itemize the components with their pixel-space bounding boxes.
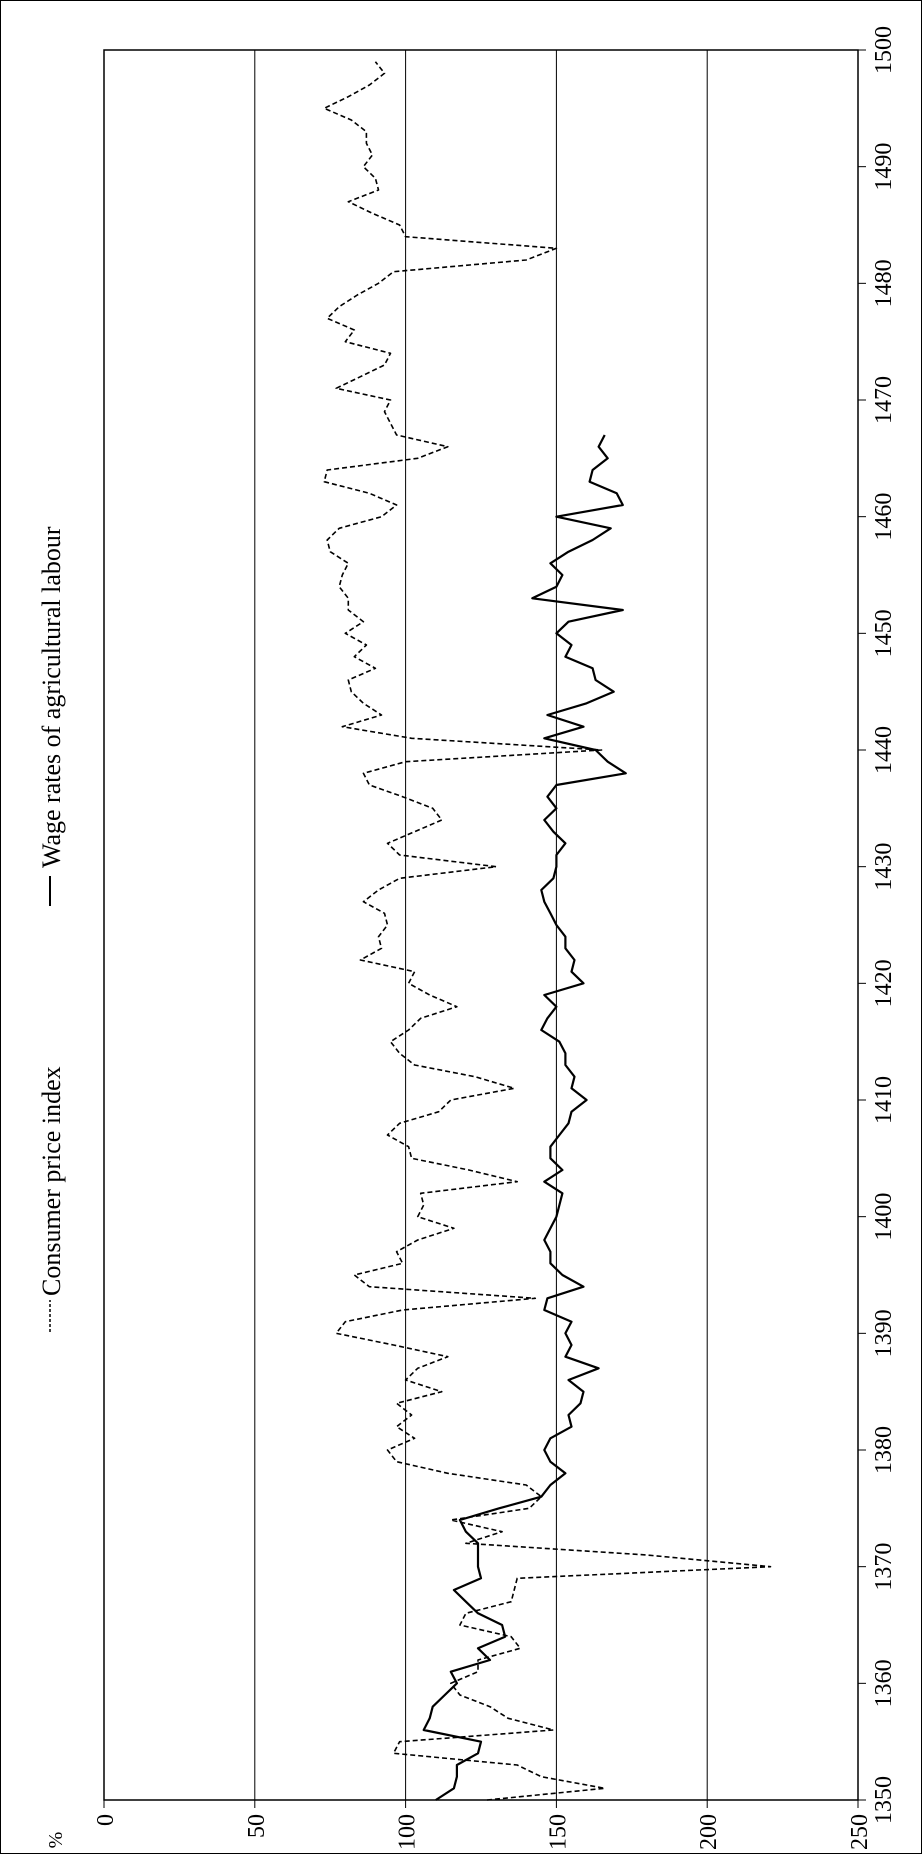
x-tick-label-1440: 1440 [871, 726, 897, 774]
plot-area [103, 49, 859, 1801]
y-tick-label-50: 50 [244, 1814, 270, 1838]
legend-label-price: Consumer price index [37, 1066, 66, 1296]
x-tick-label-1480: 1480 [871, 259, 897, 307]
y-tick-label-100: 100 [395, 1814, 421, 1850]
x-tick-label-1380: 1380 [871, 1426, 897, 1474]
x-tick-label-1390: 1390 [871, 1309, 897, 1357]
y-axis-ticks: 0 50 100 150 200 250 [93, 1800, 873, 1850]
x-tick-label-1500: 1500 [871, 26, 897, 74]
series-layer [323, 61, 772, 1801]
y-tick-label-150: 150 [545, 1814, 571, 1850]
x-tick-label-1420: 1420 [871, 959, 897, 1007]
x-axis-ticks: 1350 1360 1370 1380 1390 1400 1410 1420 1430 1440… [858, 26, 897, 1824]
legend: Consumer price index Wage rates of agric… [37, 526, 66, 1332]
x-tick-label-1470: 1470 [871, 376, 897, 424]
x-tick-label-1350: 1350 [871, 1776, 897, 1824]
x-tick-label-1370: 1370 [871, 1543, 897, 1591]
y-axis-label: % [45, 1832, 67, 1849]
x-tick-label-1410: 1410 [871, 1076, 897, 1124]
x-tick-label-1360: 1360 [871, 1659, 897, 1707]
y-tick-label-200: 200 [696, 1814, 722, 1850]
x-tick-label-1460: 1460 [871, 493, 897, 541]
x-tick-label-1490: 1490 [871, 143, 897, 191]
legend-label-wage: Wage rates of agricultural labour [37, 526, 66, 868]
series-line-consumer-price-index [323, 61, 772, 1801]
x-tick-label-1400: 1400 [871, 1193, 897, 1241]
x-tick-label-1430: 1430 [871, 843, 897, 891]
x-tick-label-1450: 1450 [871, 609, 897, 657]
y-tick-label-250: 250 [847, 1814, 873, 1850]
series-line-wage-rates [422, 434, 627, 1801]
y-tick-label-0: 0 [93, 1814, 119, 1826]
